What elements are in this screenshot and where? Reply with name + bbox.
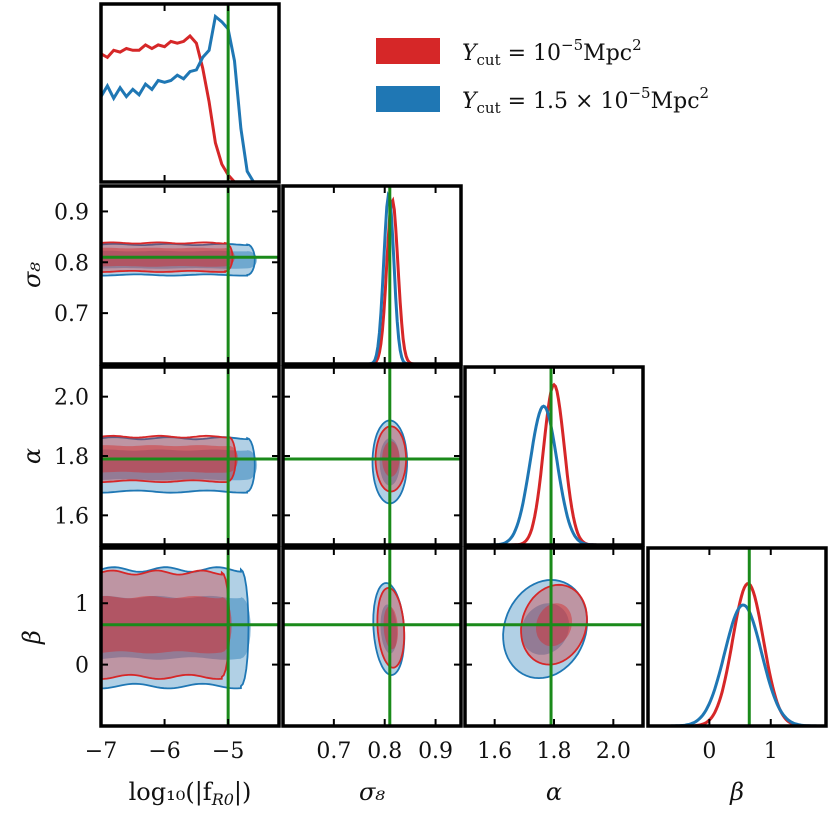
legend-sup: −5 xyxy=(561,36,583,54)
x-axis-label-logfR0: log₁₀(|fR0|) xyxy=(129,778,252,809)
panel-diag-sigma8 xyxy=(281,184,463,366)
contours-logfR0-sigma8 xyxy=(101,186,279,364)
panel-diag-beta xyxy=(646,546,828,728)
y-tick-label-sigma8: 0.7 xyxy=(54,302,89,327)
legend-swatch-0 xyxy=(376,38,440,64)
x-tick-label-sigma8: 0.8 xyxy=(367,739,402,764)
legend-swatch-1 xyxy=(376,86,440,112)
panel-alpha-beta xyxy=(463,546,645,728)
y-axis-label-beta: β xyxy=(18,630,46,645)
contour-blue-level-1 xyxy=(101,243,256,277)
marginal-alpha-series-0 xyxy=(465,382,643,545)
y-tick-label-beta: 0 xyxy=(75,654,89,679)
panel-frame-logfR0 xyxy=(99,2,281,184)
legend-unit: Mpc xyxy=(651,89,700,114)
marginal-beta-series-0 xyxy=(648,582,826,726)
legend-label-1: Ycut = 1.5 × 10−5Mpc2 xyxy=(462,84,709,117)
x-axis-label-beta: β xyxy=(729,778,744,806)
contours-alpha-beta xyxy=(465,548,643,726)
x-tick-label-alpha: 2.0 xyxy=(596,739,631,764)
panel-diag-logfR0 xyxy=(99,2,281,184)
x-tick-label-alpha: 1.8 xyxy=(537,739,572,764)
contours-sigma8-beta xyxy=(283,548,461,726)
panel-frame xyxy=(99,184,281,366)
x-axis-label-sub: R0 xyxy=(211,790,234,809)
contours-sigma8-alpha xyxy=(283,367,461,545)
x-axis-label-tail: |) xyxy=(234,778,251,807)
panel-logfR0-beta xyxy=(99,546,281,728)
legend-sub: cut xyxy=(477,99,501,117)
diag-curves-alpha xyxy=(465,367,643,545)
marginal-logfR0-series-1 xyxy=(101,13,255,182)
x-tick-label-beta: 1 xyxy=(764,739,778,764)
contours-logfR0-alpha xyxy=(101,367,279,545)
legend-y: Y xyxy=(462,89,479,114)
diag-curves-beta xyxy=(648,548,826,726)
panel-sigma8-beta xyxy=(281,546,463,728)
panel-frame xyxy=(281,546,463,728)
contour-blue-level-2 xyxy=(101,250,258,269)
legend-label-0: Ycut = 10−5Mpc2 xyxy=(462,36,642,69)
legend-unit: Mpc xyxy=(583,41,632,66)
legend-eq: = 10 xyxy=(501,41,561,66)
panel-logfR0-sigma8 xyxy=(99,184,281,366)
x-tick-label-logfR0: −6 xyxy=(148,739,180,764)
contours-logfR0-beta xyxy=(101,548,279,726)
x-tick-label-logfR0: −7 xyxy=(85,739,117,764)
panels-layer: −7 −6 −5 0.7 0.8 0.9 0.7 0.8 0.9 1.6 1.8 2.0 1.6 1.8 2… xyxy=(18,2,828,809)
y-tick-label-alpha: 1.8 xyxy=(54,445,89,470)
contour-blue-level-2 xyxy=(101,449,258,481)
legend-sub: cut xyxy=(477,51,501,69)
x-axis-label-sigma8: σ₈ xyxy=(359,778,385,806)
legend-y: Y xyxy=(462,41,479,66)
x-tick-label-alpha: 1.6 xyxy=(477,739,512,764)
y-tick-label-sigma8: 0.9 xyxy=(54,200,89,225)
panel-frame xyxy=(99,546,281,728)
contour-blue-level-2 xyxy=(101,595,251,660)
diag-curves-logfR0 xyxy=(101,4,255,182)
legend-sup: −5 xyxy=(628,84,650,102)
panel-logfR0-alpha xyxy=(99,365,281,547)
x-tick-label-logfR0: −5 xyxy=(212,739,244,764)
panel-frame-alpha xyxy=(463,365,645,547)
panel-diag-alpha xyxy=(463,365,645,547)
marginal-logfR0-series-0 xyxy=(101,33,241,182)
x-tick-label-sigma8: 0.7 xyxy=(316,739,351,764)
marginal-sigma8-series-0 xyxy=(283,196,461,364)
y-tick-label-alpha: 2.0 xyxy=(54,386,89,411)
y-tick-label-alpha: 1.6 xyxy=(54,504,89,529)
contour-blue-level-1 xyxy=(502,578,589,680)
marginal-sigma8-series-1 xyxy=(283,191,461,364)
diag-curves-sigma8 xyxy=(283,186,461,364)
panel-frame-beta xyxy=(646,546,828,728)
contour-blue-level-1 xyxy=(101,436,256,494)
x-axis-label-alpha: α xyxy=(546,778,562,806)
y-axis-label-alpha: α xyxy=(18,448,46,464)
y-tick-label-sigma8: 0.8 xyxy=(54,251,89,276)
contour-blue-level-1 xyxy=(101,566,250,690)
legend-unit-sup: 2 xyxy=(632,36,642,54)
y-tick-label-beta: 1 xyxy=(75,592,89,617)
marginal-alpha-series-1 xyxy=(465,404,643,545)
contour-blue-level-2 xyxy=(521,603,570,655)
panel-sigma8-alpha xyxy=(281,365,463,547)
legend-eq: = 1.5 × 10 xyxy=(501,89,629,114)
x-tick-label-sigma8: 0.9 xyxy=(418,739,453,764)
x-tick-label-beta: 0 xyxy=(702,739,716,764)
panel-frame-sigma8 xyxy=(281,184,463,366)
legend-unit-sup: 2 xyxy=(700,84,710,102)
y-axis-label-sigma8: σ₈ xyxy=(18,262,46,288)
